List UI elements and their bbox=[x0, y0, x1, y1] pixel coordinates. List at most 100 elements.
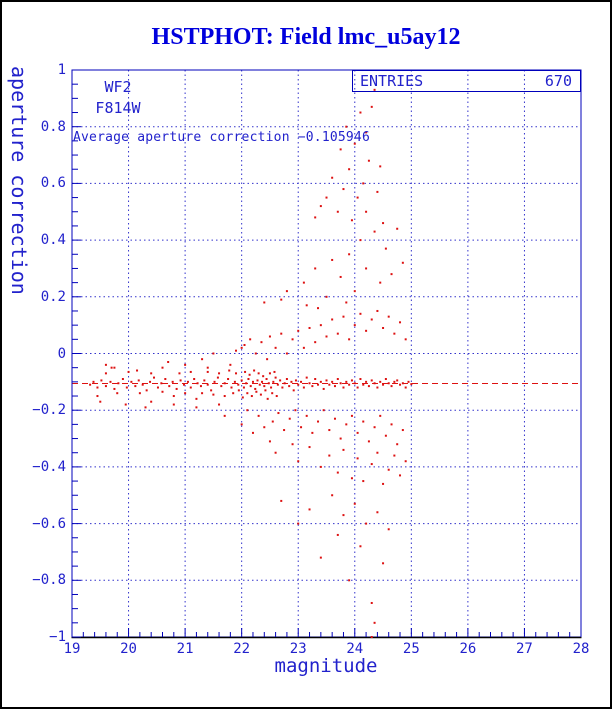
scatter-point bbox=[268, 440, 271, 443]
scatter-point bbox=[331, 176, 334, 179]
scatter-point bbox=[367, 159, 370, 162]
scatter-point bbox=[367, 385, 370, 388]
scatter-point bbox=[167, 361, 170, 364]
scatter-point bbox=[390, 273, 393, 276]
scatter-point bbox=[291, 338, 294, 341]
scatter-point bbox=[290, 380, 293, 383]
scatter-point bbox=[336, 210, 339, 213]
scatter-point bbox=[356, 431, 359, 434]
scatter-point bbox=[359, 378, 362, 381]
scatter-point bbox=[317, 383, 320, 386]
scatter-point bbox=[297, 383, 300, 386]
scatter-point bbox=[399, 474, 402, 477]
scatter-point bbox=[305, 376, 308, 379]
scatter-point bbox=[365, 380, 368, 383]
scatter-point bbox=[172, 403, 175, 406]
average-correction-annotation: Average aperture correction −0.105946 bbox=[73, 130, 370, 145]
scatter-point bbox=[195, 397, 198, 400]
scatter-point bbox=[100, 379, 103, 382]
scatter-point bbox=[96, 395, 99, 398]
scatter-point bbox=[96, 386, 99, 389]
x-tick-label: 27 bbox=[516, 641, 533, 657]
y-axis-title: aperture correction bbox=[7, 66, 31, 295]
scatter-point bbox=[184, 363, 187, 366]
scatter-point bbox=[297, 329, 300, 332]
scatter-point bbox=[195, 406, 198, 409]
scatter-point bbox=[196, 382, 199, 385]
scatter-point bbox=[350, 414, 353, 417]
scatter-point bbox=[390, 385, 393, 388]
scatter-point bbox=[345, 423, 348, 426]
scatter-point bbox=[370, 601, 373, 604]
scatter-point bbox=[223, 414, 226, 417]
scatter-point bbox=[261, 380, 264, 383]
scatter-point bbox=[230, 386, 233, 389]
x-tick-label: 22 bbox=[233, 641, 251, 657]
scatter-point bbox=[199, 385, 202, 388]
scatter-point bbox=[311, 431, 314, 434]
x-tick-label: 28 bbox=[572, 641, 590, 657]
scatter-point bbox=[264, 389, 267, 392]
scatter-point bbox=[319, 556, 322, 559]
scatter-point bbox=[382, 482, 385, 485]
scatter-point bbox=[376, 451, 379, 454]
scatter-point bbox=[317, 307, 320, 310]
scatter-point bbox=[348, 168, 351, 171]
scatter-point bbox=[376, 190, 379, 193]
scatter-point bbox=[275, 395, 278, 398]
scatter-point bbox=[258, 383, 261, 386]
scatter-point bbox=[182, 383, 185, 386]
camera-label: WF2 bbox=[104, 78, 132, 96]
scatter-point bbox=[263, 385, 266, 388]
scatter-point bbox=[283, 429, 286, 432]
scatter-point bbox=[178, 372, 181, 375]
scatter-point bbox=[235, 349, 238, 352]
scatter-point bbox=[138, 392, 141, 395]
entries-stat-box: ENTRIES 670 bbox=[352, 70, 581, 92]
scatter-point bbox=[285, 378, 288, 381]
scatter-point bbox=[325, 335, 328, 338]
scatter-point bbox=[359, 111, 362, 114]
scatter-point bbox=[325, 196, 328, 199]
scatter-point bbox=[186, 380, 189, 383]
scatter-point bbox=[322, 387, 325, 390]
scatter-point bbox=[263, 426, 266, 429]
scatter-point bbox=[223, 382, 226, 385]
scatter-point bbox=[240, 423, 243, 426]
scatter-point bbox=[353, 142, 356, 145]
scatter-point bbox=[359, 239, 362, 242]
scatter-point bbox=[370, 318, 373, 321]
scatter-point bbox=[242, 386, 245, 389]
x-tick-label: 20 bbox=[120, 641, 137, 657]
scatter-point bbox=[308, 508, 311, 511]
scatter-point bbox=[206, 383, 209, 386]
scatter-point bbox=[274, 451, 277, 454]
scatter-point bbox=[387, 315, 390, 318]
scatter-point bbox=[145, 389, 148, 392]
scatter-point bbox=[130, 380, 133, 383]
scatter-point bbox=[136, 369, 139, 372]
scatter-point bbox=[314, 267, 317, 270]
scatter-point bbox=[150, 400, 153, 403]
scatter-point bbox=[206, 370, 209, 373]
scatter-point bbox=[262, 375, 265, 378]
scatter-point bbox=[314, 341, 317, 344]
y-tick-label: −0.8 bbox=[32, 572, 66, 589]
scatter-point bbox=[370, 379, 373, 382]
scatter-point bbox=[356, 457, 359, 460]
scatter-point bbox=[362, 480, 365, 483]
scatter-point bbox=[149, 380, 152, 383]
scatter-point bbox=[365, 210, 368, 213]
scatter-point bbox=[328, 454, 331, 457]
scatter-point bbox=[348, 253, 351, 256]
scatter-point bbox=[300, 426, 303, 429]
scatter-point bbox=[319, 205, 322, 208]
scatter-point bbox=[266, 397, 269, 400]
y-tick-label: −1 bbox=[49, 629, 66, 645]
scatter-point bbox=[250, 395, 253, 398]
scatter-point bbox=[255, 390, 258, 393]
scatter-point bbox=[189, 386, 192, 389]
scatter-point bbox=[384, 378, 387, 381]
scatter-point bbox=[314, 216, 317, 219]
